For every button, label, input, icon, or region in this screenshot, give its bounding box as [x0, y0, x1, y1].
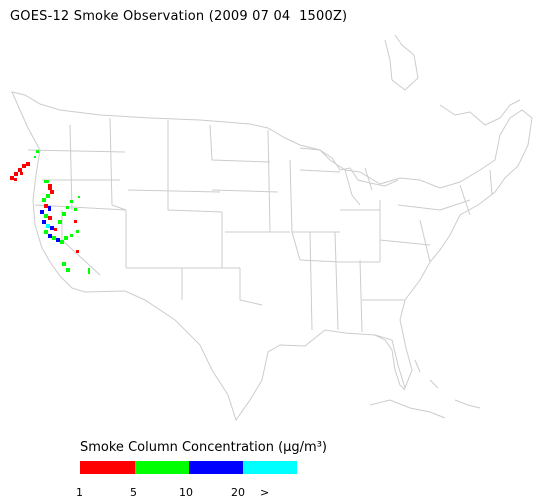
- legend-color-bar: [80, 461, 297, 474]
- smoke-pixels: [10, 150, 90, 274]
- us-map: [10, 34, 533, 422]
- legend-bin-1-swatch: [80, 461, 135, 474]
- state-boundaries: [11, 34, 533, 422]
- legend-bin-2-swatch: [135, 461, 189, 474]
- legend-tick-1: 1: [76, 486, 83, 499]
- legend-bin-3-swatch: [189, 461, 243, 474]
- legend-tick-10: 10: [179, 486, 193, 499]
- legend-bin-4-swatch: [243, 461, 297, 474]
- legend-tick-5: 5: [130, 486, 137, 499]
- legend-tick-overflow: >: [260, 486, 270, 499]
- map-title: GOES-12 Smoke Observation (2009 07 04 15…: [10, 9, 348, 24]
- legend-tick-20: 20: [231, 486, 245, 499]
- legend-title: Smoke Column Concentration (μg/m³): [80, 440, 327, 455]
